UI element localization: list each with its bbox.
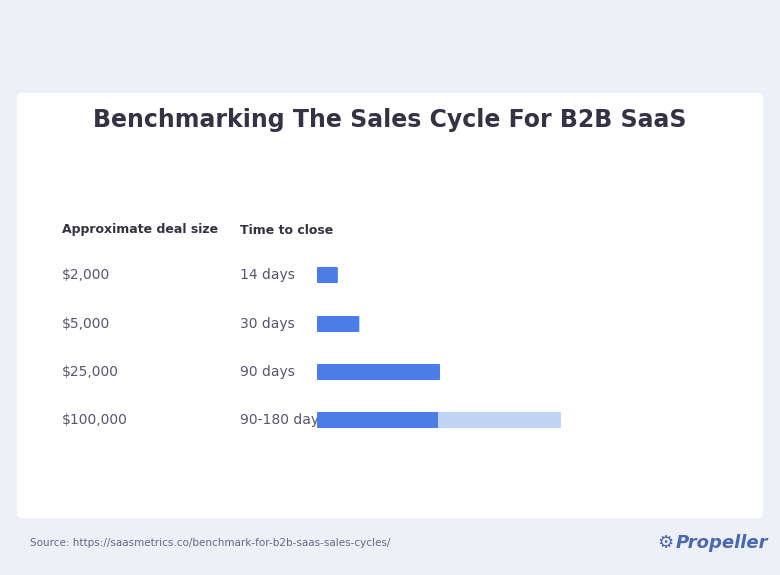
Text: Source: https://saasmetrics.co/benchmark-for-b2b-saas-sales-cycles/: Source: https://saasmetrics.co/benchmark… bbox=[30, 538, 390, 548]
Text: 90-180 days: 90-180 days bbox=[240, 413, 326, 427]
FancyBboxPatch shape bbox=[317, 316, 360, 332]
Text: Propeller: Propeller bbox=[676, 534, 768, 552]
FancyBboxPatch shape bbox=[438, 412, 561, 428]
Text: $5,000: $5,000 bbox=[62, 317, 110, 331]
FancyBboxPatch shape bbox=[317, 412, 440, 428]
Text: 90 days: 90 days bbox=[240, 365, 295, 379]
Text: $25,000: $25,000 bbox=[62, 365, 119, 379]
Text: $100,000: $100,000 bbox=[62, 413, 128, 427]
FancyBboxPatch shape bbox=[17, 93, 763, 518]
Text: 14 days: 14 days bbox=[240, 268, 295, 282]
FancyBboxPatch shape bbox=[317, 267, 338, 283]
Text: Time to close: Time to close bbox=[240, 224, 333, 236]
Text: Benchmarking The Sales Cycle For B2B SaaS: Benchmarking The Sales Cycle For B2B Saa… bbox=[94, 108, 686, 132]
Text: Approximate deal size: Approximate deal size bbox=[62, 224, 218, 236]
FancyBboxPatch shape bbox=[317, 364, 440, 380]
Text: 30 days: 30 days bbox=[240, 317, 295, 331]
Text: $2,000: $2,000 bbox=[62, 268, 110, 282]
Text: ⚙: ⚙ bbox=[657, 534, 673, 552]
